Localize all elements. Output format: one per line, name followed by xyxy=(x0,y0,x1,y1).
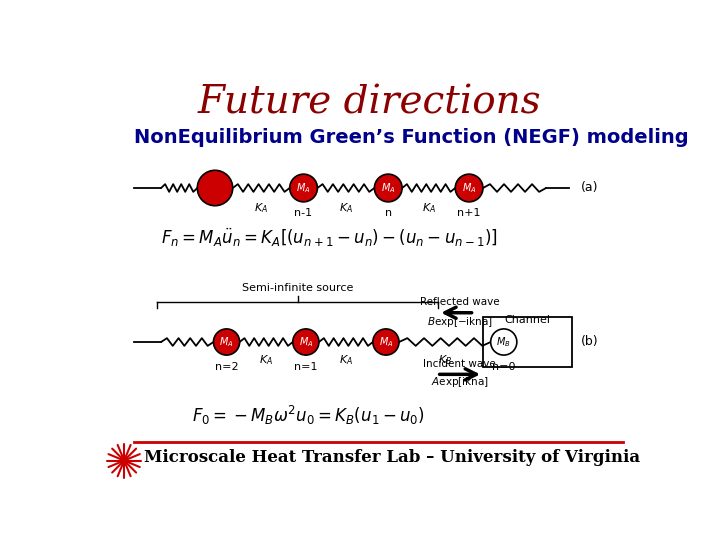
Text: $K_A$: $K_A$ xyxy=(339,201,353,215)
Circle shape xyxy=(373,329,399,355)
Text: Incident wave: Incident wave xyxy=(423,359,496,369)
Text: $K_A$: $K_A$ xyxy=(259,354,273,367)
Text: Microscale Heat Transfer Lab – University of Virginia: Microscale Heat Transfer Lab – Universit… xyxy=(144,449,640,466)
Text: $F_n = M_A\ddot{u}_n = K_A\left[\left(u_{n+1} - u_n\right) - \left(u_n - u_{n-1}: $F_n = M_A\ddot{u}_n = K_A\left[\left(u_… xyxy=(161,227,498,249)
Text: Reflected wave: Reflected wave xyxy=(420,297,500,307)
Text: $M_A$: $M_A$ xyxy=(381,181,395,195)
Text: $M_A$: $M_A$ xyxy=(220,335,234,349)
Text: $K_A$: $K_A$ xyxy=(422,201,436,215)
Bar xyxy=(483,317,572,367)
Text: n=1: n=1 xyxy=(294,362,318,373)
Text: (a): (a) xyxy=(581,181,598,194)
Text: $A\rm{exp}[ikna]$: $A\rm{exp}[ikna]$ xyxy=(431,375,489,389)
Text: Future directions: Future directions xyxy=(197,85,541,122)
Text: $M_A$: $M_A$ xyxy=(296,181,311,195)
Text: $K_B$: $K_B$ xyxy=(438,354,452,367)
Circle shape xyxy=(213,329,240,355)
Circle shape xyxy=(293,329,319,355)
Text: Semi-infinite source: Semi-infinite source xyxy=(242,283,354,293)
Circle shape xyxy=(374,174,402,202)
Circle shape xyxy=(490,329,517,355)
Text: $M_A$: $M_A$ xyxy=(299,335,313,349)
Text: (b): (b) xyxy=(581,335,598,348)
Circle shape xyxy=(455,174,483,202)
Text: n=2: n=2 xyxy=(215,362,238,373)
Text: $M_A$: $M_A$ xyxy=(379,335,393,349)
Circle shape xyxy=(197,170,233,206)
Text: n: n xyxy=(384,208,392,218)
Text: $B\rm{exp}[-ikna]$: $B\rm{exp}[-ikna]$ xyxy=(427,315,493,329)
Text: NonEquilibrium Green’s Function (NEGF) modeling: NonEquilibrium Green’s Function (NEGF) m… xyxy=(134,129,689,147)
Text: $K_A$: $K_A$ xyxy=(254,201,269,215)
Text: n+1: n+1 xyxy=(457,208,481,218)
Text: n-1: n-1 xyxy=(294,208,312,218)
Text: $F_0 = -M_B\omega^2 u_0 = K_B\left(u_1 - u_0\right)$: $F_0 = -M_B\omega^2 u_0 = K_B\left(u_1 -… xyxy=(192,403,425,427)
Text: Channel: Channel xyxy=(504,315,550,326)
Text: $M_B$: $M_B$ xyxy=(496,335,511,349)
Text: $K_A$: $K_A$ xyxy=(339,354,353,367)
Text: n=0: n=0 xyxy=(492,362,516,373)
Circle shape xyxy=(289,174,318,202)
Text: $M_A$: $M_A$ xyxy=(462,181,477,195)
